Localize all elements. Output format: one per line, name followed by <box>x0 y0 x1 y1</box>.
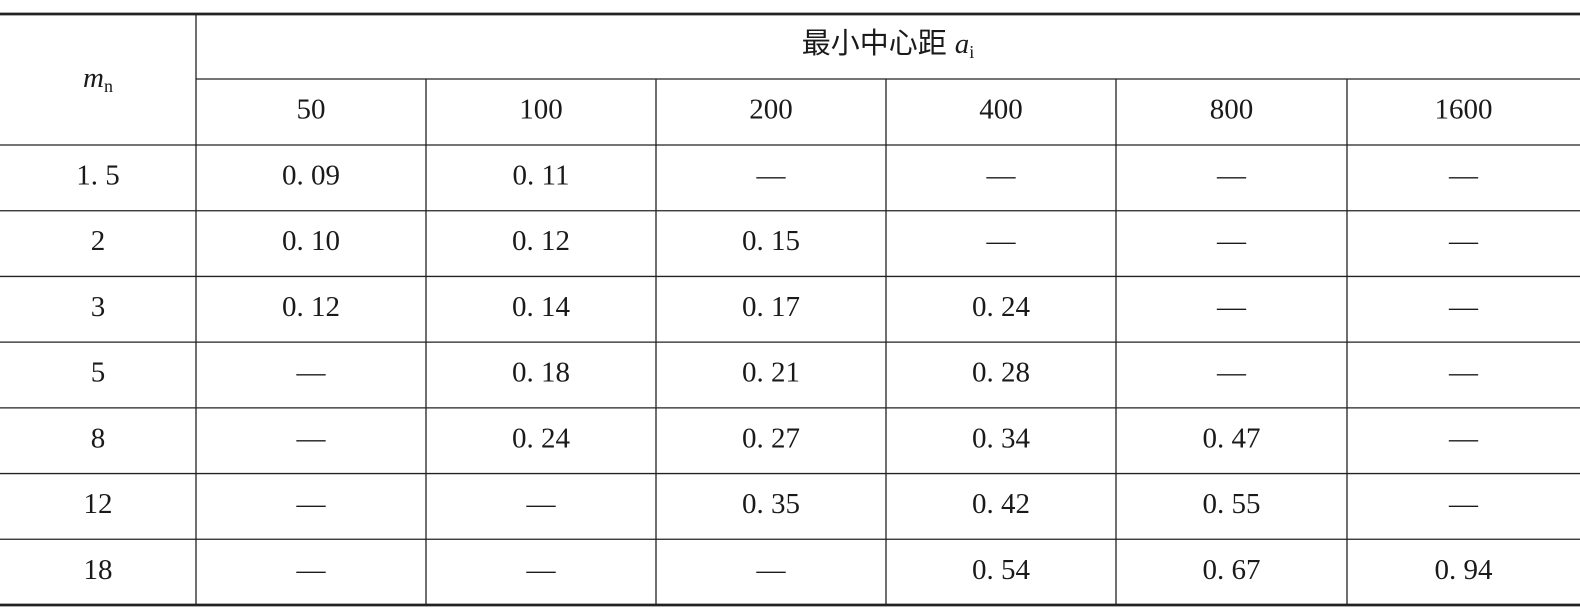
row-header: 5 <box>91 357 106 389</box>
cell: — <box>296 488 327 520</box>
cell: 0. 35 <box>742 488 800 520</box>
column-header: 100 <box>519 94 563 126</box>
column-header: 1600 <box>1435 94 1493 126</box>
cell: — <box>756 160 787 192</box>
cell: 0. 21 <box>742 357 800 389</box>
row-header: 18 <box>84 554 113 586</box>
cell: 0. 15 <box>742 225 800 257</box>
cell: — <box>296 422 327 454</box>
cell: 0. 18 <box>512 357 570 389</box>
cell: — <box>1216 291 1247 323</box>
column-header: 200 <box>749 94 793 126</box>
cell: 0. 28 <box>972 357 1030 389</box>
corner-subscript: n <box>104 76 113 96</box>
cell: — <box>986 225 1017 257</box>
group-header: 最小中心距 ai <box>802 27 975 62</box>
cell: — <box>1448 357 1479 389</box>
row-header: 8 <box>91 422 106 454</box>
cell: 0. 12 <box>512 225 570 257</box>
cell: — <box>1448 422 1479 454</box>
row-header: 12 <box>84 488 113 520</box>
group-header-subscript: i <box>969 42 974 62</box>
cell: — <box>1448 291 1479 323</box>
cell: 0. 11 <box>513 160 570 192</box>
cell: 0. 34 <box>972 422 1031 454</box>
cell: — <box>1448 225 1479 257</box>
cell: 0. 10 <box>282 225 340 257</box>
cell: 0. 12 <box>282 291 340 323</box>
cell: 0. 94 <box>1435 554 1494 586</box>
cell: — <box>1448 488 1479 520</box>
cell: — <box>526 488 557 520</box>
corner-header: mn <box>83 62 113 96</box>
cell: — <box>1216 357 1247 389</box>
cell: — <box>296 554 327 586</box>
cell: 0. 17 <box>742 291 800 323</box>
cell: — <box>296 357 327 389</box>
cell: 0. 54 <box>972 554 1031 586</box>
column-header: 50 <box>297 94 326 126</box>
cell: 0. 14 <box>512 291 571 323</box>
cell: 0. 55 <box>1203 488 1261 520</box>
cell: 0. 27 <box>742 422 800 454</box>
cell: 0. 67 <box>1203 554 1261 586</box>
cell: 0. 24 <box>512 422 571 454</box>
column-header: 800 <box>1210 94 1254 126</box>
cell: — <box>526 554 557 586</box>
row-header: 3 <box>91 291 106 323</box>
cell: — <box>1216 160 1247 192</box>
cell: 0. 24 <box>972 291 1031 323</box>
column-header: 400 <box>979 94 1023 126</box>
cell: 0. 47 <box>1203 422 1261 454</box>
corner-symbol: m <box>83 62 104 94</box>
cell: — <box>756 554 787 586</box>
cell: — <box>1448 160 1479 192</box>
cell: — <box>986 160 1017 192</box>
row-header: 2 <box>91 225 106 257</box>
cell: — <box>1216 225 1247 257</box>
cell: 0. 42 <box>972 488 1030 520</box>
cell: 0. 09 <box>282 160 340 192</box>
group-header-symbol: a <box>955 28 970 60</box>
group-header-text: 最小中心距 <box>802 27 947 60</box>
row-header: 1. 5 <box>76 160 120 192</box>
